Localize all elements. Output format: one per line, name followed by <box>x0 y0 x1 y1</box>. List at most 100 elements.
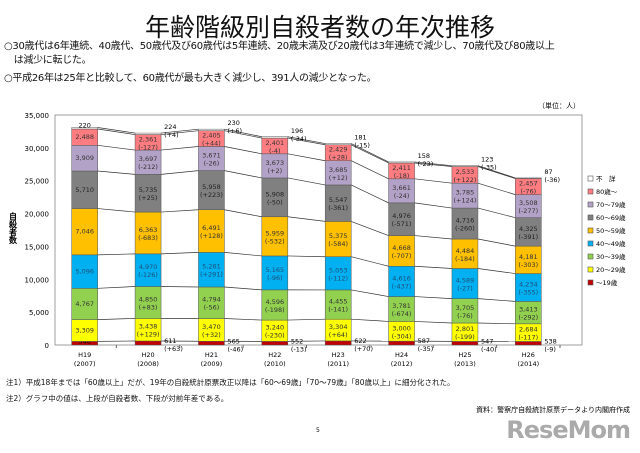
diff-label: (-571) <box>392 220 412 228</box>
connector-line <box>414 321 452 324</box>
data-label: 2,533 <box>456 168 475 176</box>
bar-segment <box>198 286 225 319</box>
legend-swatch <box>587 175 594 182</box>
bar-segment <box>388 340 415 346</box>
diff-label: (-34) <box>291 135 307 143</box>
data-label: 220 <box>78 122 90 130</box>
x-tick-label-year: (2012) <box>391 360 413 368</box>
data-label: 3,413 <box>519 306 538 314</box>
bar-segment <box>71 127 98 130</box>
legend-swatch <box>587 266 594 273</box>
data-label: 3,309 <box>75 327 94 335</box>
data-label: 5,053 <box>329 266 348 274</box>
connector-line <box>477 322 516 325</box>
data-label: 4,716 <box>456 217 475 225</box>
legend-label: 50～59歳 <box>596 226 626 235</box>
bar-segment <box>134 253 162 287</box>
x-tick-label-year: (2008) <box>137 360 159 368</box>
diff-label: (-198) <box>265 306 285 314</box>
x-tick-label: H20 <box>141 351 154 359</box>
data-label: 4,767 <box>75 300 94 308</box>
diff-label: (-391) <box>518 233 538 241</box>
bar-segment <box>451 165 479 167</box>
x-tick-label: H22 <box>268 351 281 359</box>
diff-label: (-18) <box>394 172 410 180</box>
bar-segment <box>451 182 479 209</box>
data-label: 5,375 <box>329 232 348 240</box>
diff-label: (+223) <box>200 191 223 199</box>
diff-label: (+64) <box>329 331 348 339</box>
connector-line <box>97 318 136 321</box>
diff-label: (+32) <box>202 331 221 339</box>
connector-line <box>224 170 262 179</box>
connector-line <box>287 177 326 186</box>
diff-label: (-24) <box>394 192 410 200</box>
diff-label: (-212) <box>138 163 158 171</box>
legend-label: ～19歳 <box>596 278 618 287</box>
data-label: 2,801 <box>456 325 475 333</box>
data-label: 3,673 <box>266 159 285 167</box>
connector-line <box>97 253 136 256</box>
x-tick-label: H19 <box>78 351 91 359</box>
connector-line <box>224 252 262 257</box>
diff-label: (+63) <box>164 345 183 353</box>
diff-label: (-355) <box>518 288 538 296</box>
legend-swatch <box>587 188 594 195</box>
diff-label: (-26) <box>204 160 220 168</box>
x-tick-label: H26 <box>522 351 535 359</box>
bar-segment <box>388 161 415 164</box>
connector-line <box>414 265 452 269</box>
chart: 0 5,000 10,000 15,000 20,000 25,000 30,000 35,0… <box>8 112 627 368</box>
bar-segment <box>324 256 352 291</box>
diff-label: (+128) <box>200 232 223 240</box>
legend-label: 60～69歳 <box>596 213 626 222</box>
connector-line <box>477 182 516 195</box>
bar-segment <box>451 207 479 240</box>
diff-label: (-184) <box>455 255 475 263</box>
connector-line <box>351 144 389 164</box>
connector-line <box>477 238 516 247</box>
bar-segment <box>515 273 542 302</box>
diff-label: (+2) <box>267 167 282 175</box>
diff-label: (-117) <box>518 334 538 342</box>
legend-swatch <box>587 214 594 221</box>
diff-label: (-277) <box>518 207 538 215</box>
data-label: 4,484 <box>456 247 475 255</box>
diff-label: (+12) <box>329 174 348 182</box>
diff-label: (-303) <box>518 261 538 269</box>
diff-label: (-199) <box>455 333 475 341</box>
y-tick-label: 20,000 <box>25 211 50 219</box>
diff-label: (+4) <box>164 131 179 139</box>
bar-segment <box>134 286 162 319</box>
source: 資料：警察庁自殺統計原票データより内閣府作成 <box>476 406 630 414</box>
connector-line <box>97 170 136 175</box>
data-label: 2,405 <box>202 132 221 140</box>
data-label: 5,165 <box>266 266 285 274</box>
diff-label: (-50) <box>267 198 283 206</box>
connector-line <box>351 221 389 236</box>
data-label: 2,488 <box>75 133 94 141</box>
data-label: 7,046 <box>75 228 94 236</box>
diff-label: (-304) <box>392 332 412 340</box>
diff-label: (-230) <box>265 332 285 340</box>
diff-label: (-27) <box>457 285 473 293</box>
page-number: 5 <box>316 427 320 434</box>
diff-label: (-40) <box>481 345 497 353</box>
data-label: 196 <box>291 127 303 135</box>
connector-line <box>97 144 136 151</box>
data-label: 224 <box>164 123 176 131</box>
data-label: 4,970 <box>139 263 158 271</box>
data-label: 4,325 <box>519 225 538 233</box>
bar-segment <box>261 289 289 321</box>
data-label: 3,697 <box>139 155 158 163</box>
connector-line <box>287 318 326 321</box>
y-tick-label: 25,000 <box>25 178 50 186</box>
bar-segment <box>198 128 225 131</box>
data-label: 158 <box>418 152 430 160</box>
diff-label: (+291) <box>200 271 223 279</box>
bar-segment <box>324 221 352 257</box>
bar-segment <box>388 202 415 236</box>
diff-label: (-96) <box>267 274 283 282</box>
diff-label: (-56) <box>204 304 220 312</box>
